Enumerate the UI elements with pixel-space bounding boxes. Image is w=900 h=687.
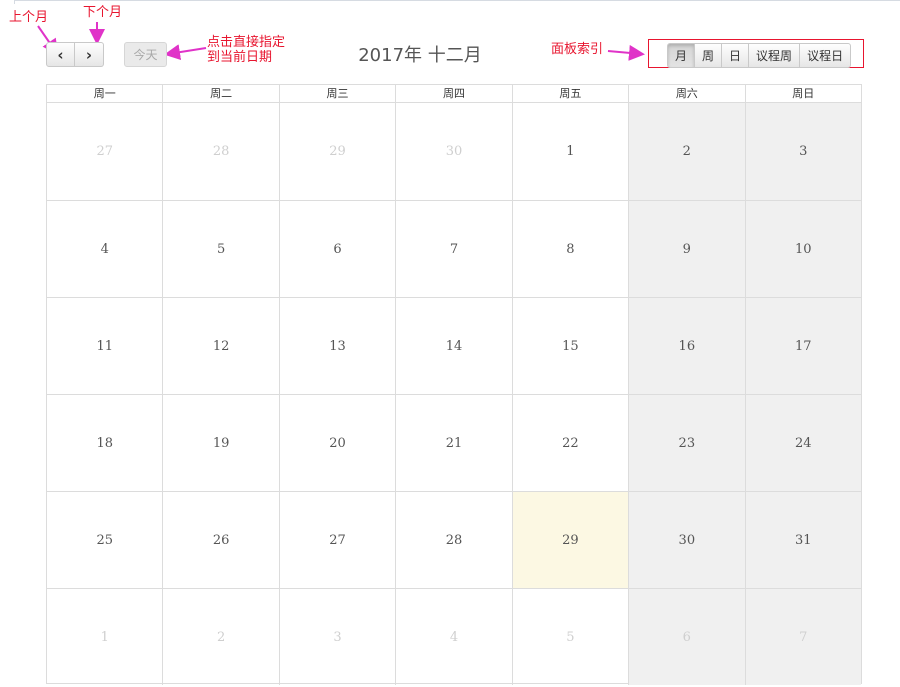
day-cell[interactable]: 12 <box>162 298 278 394</box>
today-button[interactable]: 今天 <box>124 42 167 67</box>
day-cell-other-month[interactable]: 30 <box>395 103 511 200</box>
day-cell[interactable]: 23 <box>628 395 745 491</box>
month-nav-group: ‹ › <box>46 42 104 67</box>
day-cell[interactable]: 4 <box>100 241 109 257</box>
calendar-title: 2017年 十二月 <box>358 45 482 66</box>
week-row: 25 26 27 28 29 30 31 <box>47 491 861 588</box>
weekday-header: 周一 周二 周三 周四 周五 周六 周日 <box>47 85 861 103</box>
day-cell-other-month[interactable]: 4 <box>395 589 511 685</box>
weekday-label: 周一 <box>93 87 116 100</box>
week-row: 18 19 20 21 22 23 24 <box>47 394 861 491</box>
next-month-button[interactable]: › <box>75 42 104 67</box>
week-row: 27 28 29 30 1 2 3 <box>47 103 861 200</box>
view-week-button[interactable]: 周 <box>695 43 723 68</box>
day-cell-today[interactable]: 29 <box>511 492 629 588</box>
day-cell[interactable]: 6 <box>278 201 395 297</box>
day-cell[interactable]: 3 <box>744 103 861 200</box>
weekday-label: 周四 <box>395 85 511 102</box>
day-cell[interactable]: 24 <box>744 395 861 491</box>
day-cell-other-month[interactable]: 1 <box>100 629 109 645</box>
annotation-today-line1: 点击直接指定 <box>207 35 286 50</box>
month-calendar: 周一 周二 周三 周四 周五 周六 周日 27 28 29 30 1 2 3 4 5 6 7 8 9 10 11 12 13… <box>46 84 862 685</box>
prev-month-button[interactable]: ‹ <box>46 42 75 67</box>
day-cell[interactable]: 25 <box>96 532 113 548</box>
view-month-button[interactable]: 月 <box>667 43 696 68</box>
annotation-next-month: 下个月 <box>83 5 123 20</box>
top-border-line <box>14 0 900 4</box>
day-cell[interactable]: 10 <box>744 201 861 297</box>
day-cell[interactable]: 7 <box>395 201 511 297</box>
chevron-left-icon: ‹ <box>57 45 64 64</box>
view-switcher: 月周日议程周 议程日 <box>667 43 852 68</box>
day-cell[interactable]: 31 <box>744 492 861 588</box>
annotation-view-switcher: 面板索引 <box>551 42 604 57</box>
day-cell-other-month[interactable]: 6 <box>628 589 745 685</box>
day-cell[interactable]: 20 <box>278 395 395 491</box>
annotation-prev-month: 上个月 <box>9 10 49 25</box>
week-row: 4 5 6 7 8 9 10 <box>47 200 861 297</box>
arrow-view-switcher <box>607 44 645 61</box>
day-cell[interactable]: 15 <box>511 298 628 394</box>
annotation-today: 点击直接指定 到当前日期 <box>207 35 285 65</box>
day-cell-other-month[interactable]: 27 <box>96 144 113 159</box>
day-cell-other-month[interactable]: 28 <box>162 103 278 200</box>
weekday-label: 周日 <box>744 85 861 102</box>
day-cell[interactable]: 18 <box>96 435 113 451</box>
day-cell-other-month[interactable]: 3 <box>278 589 395 685</box>
chevron-right-icon: › <box>85 45 93 64</box>
day-cell[interactable]: 11 <box>96 338 113 354</box>
day-cell[interactable]: 14 <box>395 298 511 394</box>
day-cell[interactable]: 13 <box>278 298 395 394</box>
day-cell[interactable]: 21 <box>395 395 511 491</box>
day-cell-other-month[interactable]: 29 <box>278 103 395 200</box>
day-cell[interactable]: 9 <box>628 201 745 297</box>
weekday-label: 周五 <box>511 85 628 102</box>
day-cell[interactable]: 30 <box>628 492 745 588</box>
view-agenda-day-button[interactable]: 议程日 <box>800 43 852 68</box>
weekday-label: 周三 <box>278 85 395 102</box>
day-cell[interactable]: 17 <box>744 298 861 394</box>
arrow-today <box>164 44 207 61</box>
weekday-label: 周二 <box>162 85 278 102</box>
annotation-today-line2: 到当前日期 <box>207 50 273 65</box>
week-row: 11 12 13 14 15 16 17 <box>47 297 861 394</box>
calendar-body: 27 28 29 30 1 2 3 4 5 6 7 8 9 10 11 12 13 14 15 16 17 18 19 20 2… <box>47 103 861 685</box>
day-cell[interactable]: 26 <box>162 492 278 588</box>
day-cell[interactable]: 8 <box>511 201 628 297</box>
day-cell[interactable]: 19 <box>162 395 278 491</box>
day-cell[interactable]: 27 <box>278 492 395 588</box>
day-cell[interactable]: 5 <box>162 201 278 297</box>
day-cell-other-month[interactable]: 5 <box>511 589 628 685</box>
day-cell[interactable]: 2 <box>628 103 745 200</box>
view-day-button[interactable]: 日 <box>722 43 750 68</box>
day-cell[interactable]: 28 <box>395 492 511 588</box>
view-agenda-week-button[interactable]: 议程周 <box>749 43 801 68</box>
day-cell-other-month[interactable]: 2 <box>162 589 278 685</box>
day-cell[interactable]: 22 <box>511 395 628 491</box>
day-cell[interactable]: 16 <box>628 298 745 394</box>
day-cell[interactable]: 1 <box>511 103 628 200</box>
day-cell-other-month[interactable]: 7 <box>744 589 861 685</box>
weekday-label: 周六 <box>628 85 744 102</box>
